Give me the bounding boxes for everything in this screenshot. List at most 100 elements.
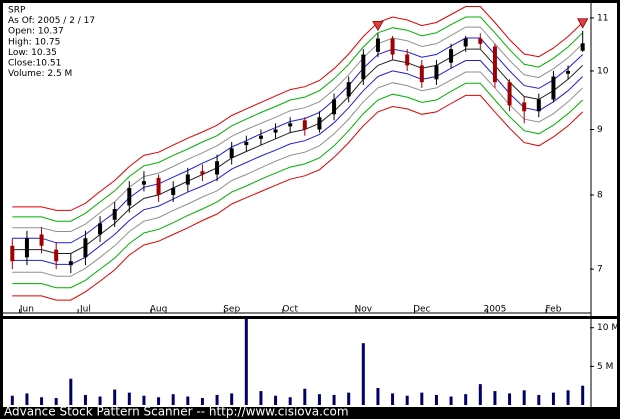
signal-marker (372, 20, 384, 32)
candle-body (551, 76, 556, 100)
info-line: Open: 10.37 (8, 27, 64, 37)
volume-bar (420, 392, 424, 405)
candle-body (434, 65, 439, 80)
volume-bar (230, 393, 234, 405)
volume-bar (434, 394, 438, 405)
info-line: Low: 10.35 (8, 48, 57, 58)
band-line (12, 26, 584, 232)
candle-body (68, 261, 73, 266)
volume-bar (551, 392, 555, 405)
volume-bar (244, 318, 248, 405)
volume-bar (464, 394, 468, 405)
candle-body (536, 99, 541, 112)
candle-body (54, 249, 59, 262)
volume-bar (200, 398, 204, 405)
volume-bar (25, 393, 29, 405)
candle-body (302, 120, 307, 130)
y-tick-label: 9 (597, 125, 603, 135)
volume-bar (186, 396, 190, 405)
x-tick-label: Dec (413, 305, 430, 315)
x-tick-label: Jun (19, 305, 34, 315)
info-line: High: 10.75 (8, 37, 60, 47)
x-tick-label: Nov (355, 305, 373, 315)
volume-bar (303, 388, 307, 405)
volume-bar (142, 395, 146, 405)
band-line (12, 6, 584, 211)
candle-body (229, 148, 234, 158)
volume-bar (98, 396, 102, 405)
band-line (12, 48, 584, 254)
candle-body (39, 234, 44, 246)
candle-body (492, 46, 497, 83)
x-tick-label: Feb (545, 305, 561, 315)
candle-body (507, 82, 512, 106)
candle-body (449, 49, 454, 63)
candle-body (200, 171, 205, 175)
candle-body (405, 54, 410, 66)
band-line (12, 37, 584, 244)
volume-bar (274, 395, 278, 405)
candle-body (566, 70, 571, 74)
signal-marker (577, 18, 589, 29)
candle-body (580, 43, 585, 51)
candle-body (10, 245, 15, 262)
info-line: Close:10.51 (8, 59, 61, 69)
band-line (12, 60, 584, 265)
volume-bar (508, 393, 512, 405)
candle-body (317, 117, 322, 130)
volume-bar (405, 395, 409, 405)
candle-body (215, 161, 220, 175)
candle-body (346, 82, 351, 97)
candle-body (156, 177, 161, 195)
candle-body (185, 174, 190, 185)
volume-bar (10, 395, 14, 405)
volume-bar (317, 394, 321, 405)
candle-body (244, 141, 249, 146)
info-line: Volume: 2.5 M (8, 69, 72, 79)
x-tick-label: Oct (282, 305, 298, 315)
candle-body (332, 99, 337, 115)
volume-bar (391, 393, 395, 405)
volume-bar (259, 391, 263, 405)
y-tick-label: 7 (597, 265, 603, 275)
x-tick-label: 2005 (483, 305, 506, 315)
candle-body (522, 102, 527, 112)
candle-body (463, 38, 468, 47)
volume-tick-label: 5 M (597, 362, 613, 372)
candle-body (288, 123, 293, 127)
volume-bar (69, 378, 73, 405)
volume-bar (54, 398, 58, 405)
band-line (12, 71, 584, 277)
candle-body (98, 223, 103, 235)
volume-bar (83, 394, 87, 405)
volume-bar (522, 390, 526, 405)
info-line: SRP (8, 6, 26, 16)
x-tick-label: Sep (223, 305, 240, 315)
band-line (12, 16, 584, 222)
candle-body (419, 65, 424, 83)
info-line: As Of: 2005 / 2 / 17 (8, 16, 95, 26)
candle-body (83, 238, 88, 258)
volume-bar (493, 391, 497, 405)
y-tick-label: 10 (597, 66, 609, 76)
volume-bar (478, 384, 482, 405)
candle-body (478, 38, 483, 44)
candle-body (171, 188, 176, 195)
volume-bar (40, 397, 44, 405)
y-tick-label: 11 (597, 13, 608, 23)
band-line (12, 82, 584, 289)
band-line (12, 94, 584, 301)
candle-body (273, 129, 278, 133)
volume-bar (127, 392, 131, 405)
candle-body (141, 181, 146, 185)
volume-bar (361, 343, 365, 405)
volume-bar (171, 394, 175, 405)
volume-bar (113, 389, 117, 405)
candle-body (127, 188, 132, 206)
candle-body (112, 208, 117, 220)
volume-bar (449, 396, 453, 405)
price-panel (3, 3, 617, 316)
candle-body (375, 38, 380, 52)
volume-bar (581, 385, 585, 405)
